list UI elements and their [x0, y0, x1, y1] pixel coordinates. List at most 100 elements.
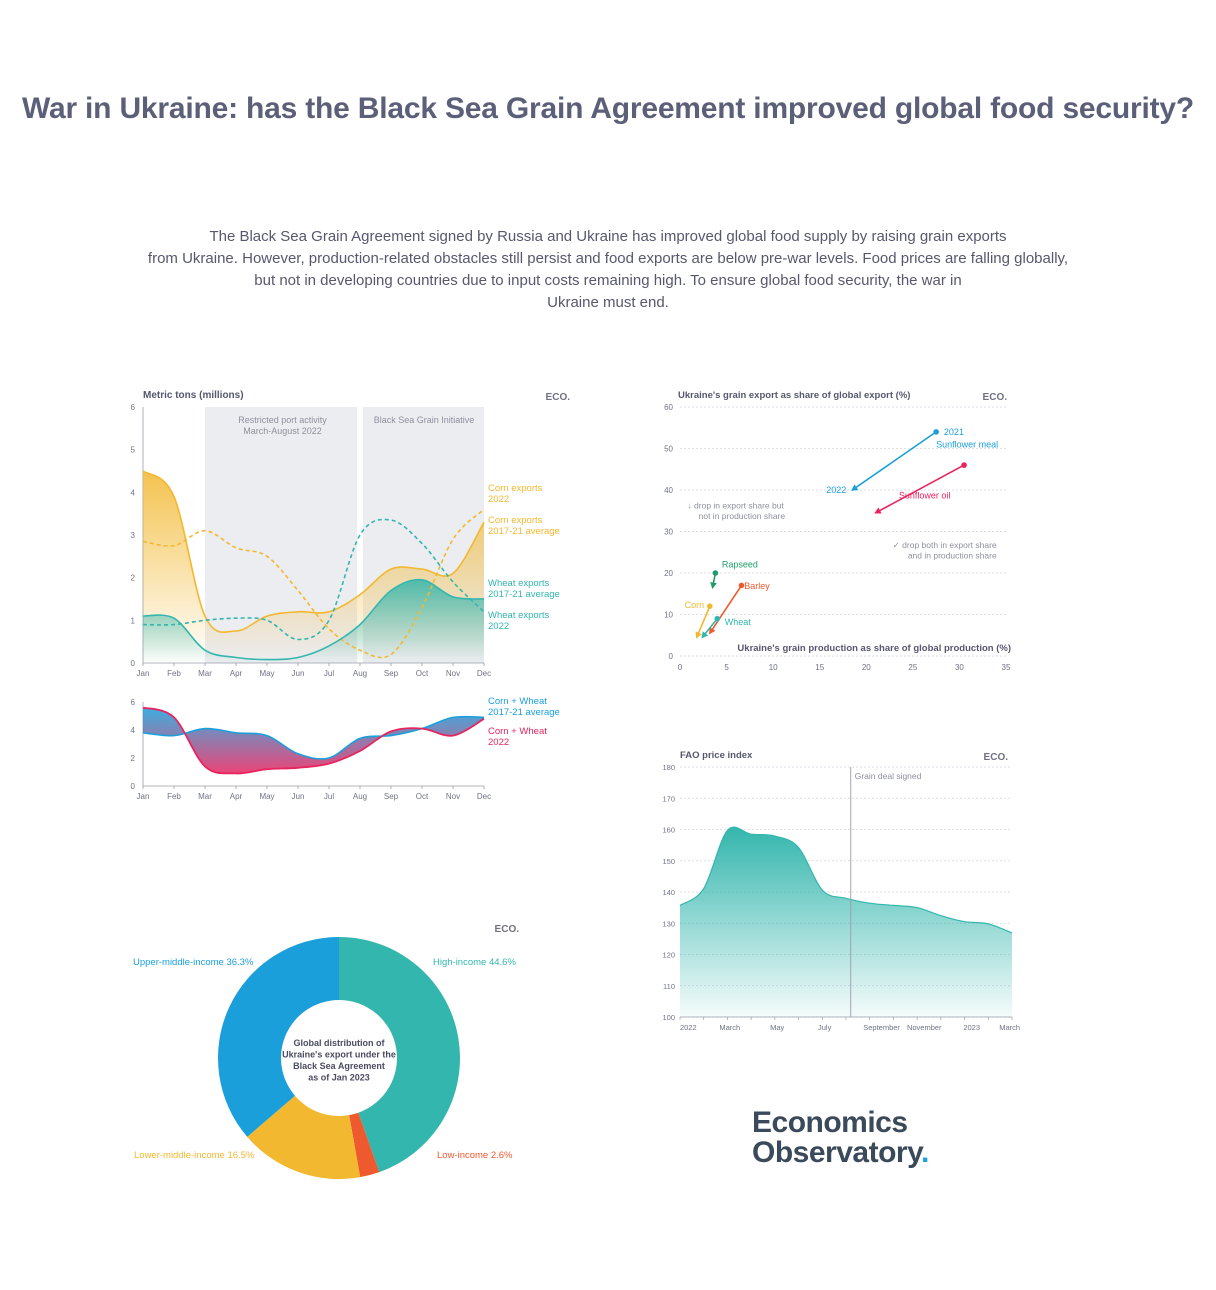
x-tick-label: Nov: [446, 792, 460, 801]
legend-label: 2017-21 average: [488, 707, 560, 718]
intro-paragraph: The Black Sea Grain Agreement signed by …: [130, 226, 1086, 314]
note-text: not in production share: [699, 511, 786, 521]
y-tick-label: 50: [664, 445, 673, 454]
x-tick-label: 15: [815, 663, 824, 672]
legend-label: Corn exports: [488, 483, 543, 494]
x-tick-label: 35: [1002, 663, 1011, 672]
x-tick-label: Mar: [198, 669, 212, 678]
difference-band: [143, 707, 484, 774]
series-label: Sunflower meal: [936, 440, 998, 450]
x-tick-label: Oct: [416, 669, 429, 678]
y-tick-label: 2: [131, 754, 136, 763]
x-tick-label: 5: [724, 663, 729, 672]
x-tick-label: Dec: [477, 669, 491, 678]
data-point-2021: [707, 603, 713, 609]
y-tick-label: 0: [131, 782, 136, 791]
x-tick-label: Jul: [324, 792, 334, 801]
donut-slice: [217, 937, 339, 1137]
intro-line: but not in developing countries due to i…: [254, 272, 962, 289]
eco-mark: ECO.: [983, 392, 1008, 403]
series-label: Corn: [685, 600, 705, 610]
legend-label: 2017-21 average: [488, 589, 560, 600]
note-text: ✓ drop both in export share: [893, 540, 997, 550]
series-line: [142, 508, 485, 659]
data-point-2021: [738, 582, 745, 589]
donut-center-label: Global distribution of: [294, 1038, 386, 1048]
y-tick-label: 110: [663, 982, 675, 991]
y-tick-label: 0: [131, 659, 136, 668]
x-tick-label: March: [999, 1023, 1020, 1032]
price-line: [679, 826, 1013, 934]
legend-label: 2017-21 average: [488, 526, 560, 537]
eco-mark: ECO.: [495, 924, 520, 935]
x-tick-label: Feb: [167, 792, 181, 801]
x-tick-label: Jun: [292, 792, 305, 801]
share-scatter-chart: 0 10 20 30 40 50 60 0 5 10 15 20 25 30 35 Ukraine's gra…: [664, 390, 1011, 672]
y-tick-label: 30: [664, 528, 673, 537]
x-tick-label: 20: [862, 663, 871, 672]
fao-price-chart: 100 110 120 130 140 150 160 170 180 FAO price ind…: [662, 750, 1020, 1032]
series-line: [851, 431, 937, 491]
logo-line-2: Observatory.: [752, 1138, 929, 1168]
x-tick-label: 0: [678, 663, 683, 672]
x-tick-label: Aug: [353, 792, 367, 801]
donut-center-label: Black Sea Agreement: [293, 1061, 385, 1071]
x-tick-label: 2022: [680, 1023, 697, 1032]
x-tick-label: May: [770, 1023, 784, 1032]
x-tick-label: May: [259, 792, 274, 801]
legend-label: 2022: [488, 621, 509, 632]
page-title: War in Ukraine: has the Black Sea Grain …: [21, 92, 1195, 125]
y-tick-label: 150: [662, 857, 675, 866]
slice-label: Upper-middle-income 36.3%: [133, 957, 254, 968]
y-axis-title: Metric tons (millions): [143, 390, 244, 401]
x-tick-label: Jan: [137, 792, 150, 801]
legend-label: Corn + Wheat: [488, 726, 547, 737]
y-tick-label: 4: [131, 488, 136, 497]
y-tick-label: 20: [664, 569, 673, 578]
x-tick-label: Dec: [477, 792, 491, 801]
chart-title: Ukraine's grain export as share of globa…: [678, 390, 910, 401]
series-line: [142, 470, 485, 633]
series-area: [143, 579, 484, 663]
annotation-restricted: Restricted port activity: [238, 415, 327, 425]
y-tick-label: 10: [664, 611, 673, 620]
logo-word: Observatory: [752, 1136, 922, 1169]
slice-label: Lower-middle-income 16.5%: [134, 1150, 255, 1161]
y-tick-label: 160: [662, 826, 675, 835]
x-tick-label: Nov: [446, 669, 460, 678]
x-tick-label: July: [818, 1023, 832, 1032]
series-label: Rapseed: [722, 560, 758, 570]
combined-area-chart: 0 2 4 6 Jan Feb Mar Apr May Jun Jul Aug Sep Oct Nov Dec…: [131, 696, 560, 801]
series-line: [875, 464, 965, 514]
x-tick-label: Sep: [384, 669, 399, 678]
x-tick-label: Apr: [230, 669, 243, 678]
y-tick-label: 1: [131, 616, 136, 625]
note-text: and in production share: [908, 550, 997, 560]
series-line: [142, 706, 485, 775]
x-tick-label: May: [259, 669, 274, 678]
data-point-2021: [712, 570, 719, 576]
slice-label: High-income 44.6%: [433, 957, 516, 968]
donut-center-label: Ukraine's export under the: [282, 1050, 396, 1060]
donut-slice: [349, 1112, 380, 1178]
y-tick-label: 180: [662, 763, 675, 772]
donut-slice: [247, 1095, 361, 1179]
note-text: ↓ drop in export share but: [687, 501, 784, 511]
y-tick-label: 100: [662, 1013, 675, 1022]
y-tick-label: 60: [664, 403, 673, 412]
x-tick-label: Oct: [416, 792, 429, 801]
intro-line: Ukraine must end.: [547, 294, 669, 311]
x-tick-label: March: [719, 1023, 740, 1032]
x-tick-label: Jul: [324, 669, 334, 678]
x-tick-label: 25: [908, 663, 917, 672]
y-tick-label: 120: [662, 951, 675, 960]
data-point-2022: [708, 627, 716, 635]
legend-label: 2022: [488, 494, 509, 505]
data-point-2021: [961, 462, 967, 468]
x-tick-label: Sep: [384, 792, 399, 801]
y-tick-label: 170: [662, 794, 675, 803]
y-tick-label: 40: [664, 486, 673, 495]
x-tick-label: 10: [769, 663, 778, 672]
distribution-donut-chart: High-income 44.6% Low-income 2.6% Lower-mi…: [133, 924, 520, 1179]
